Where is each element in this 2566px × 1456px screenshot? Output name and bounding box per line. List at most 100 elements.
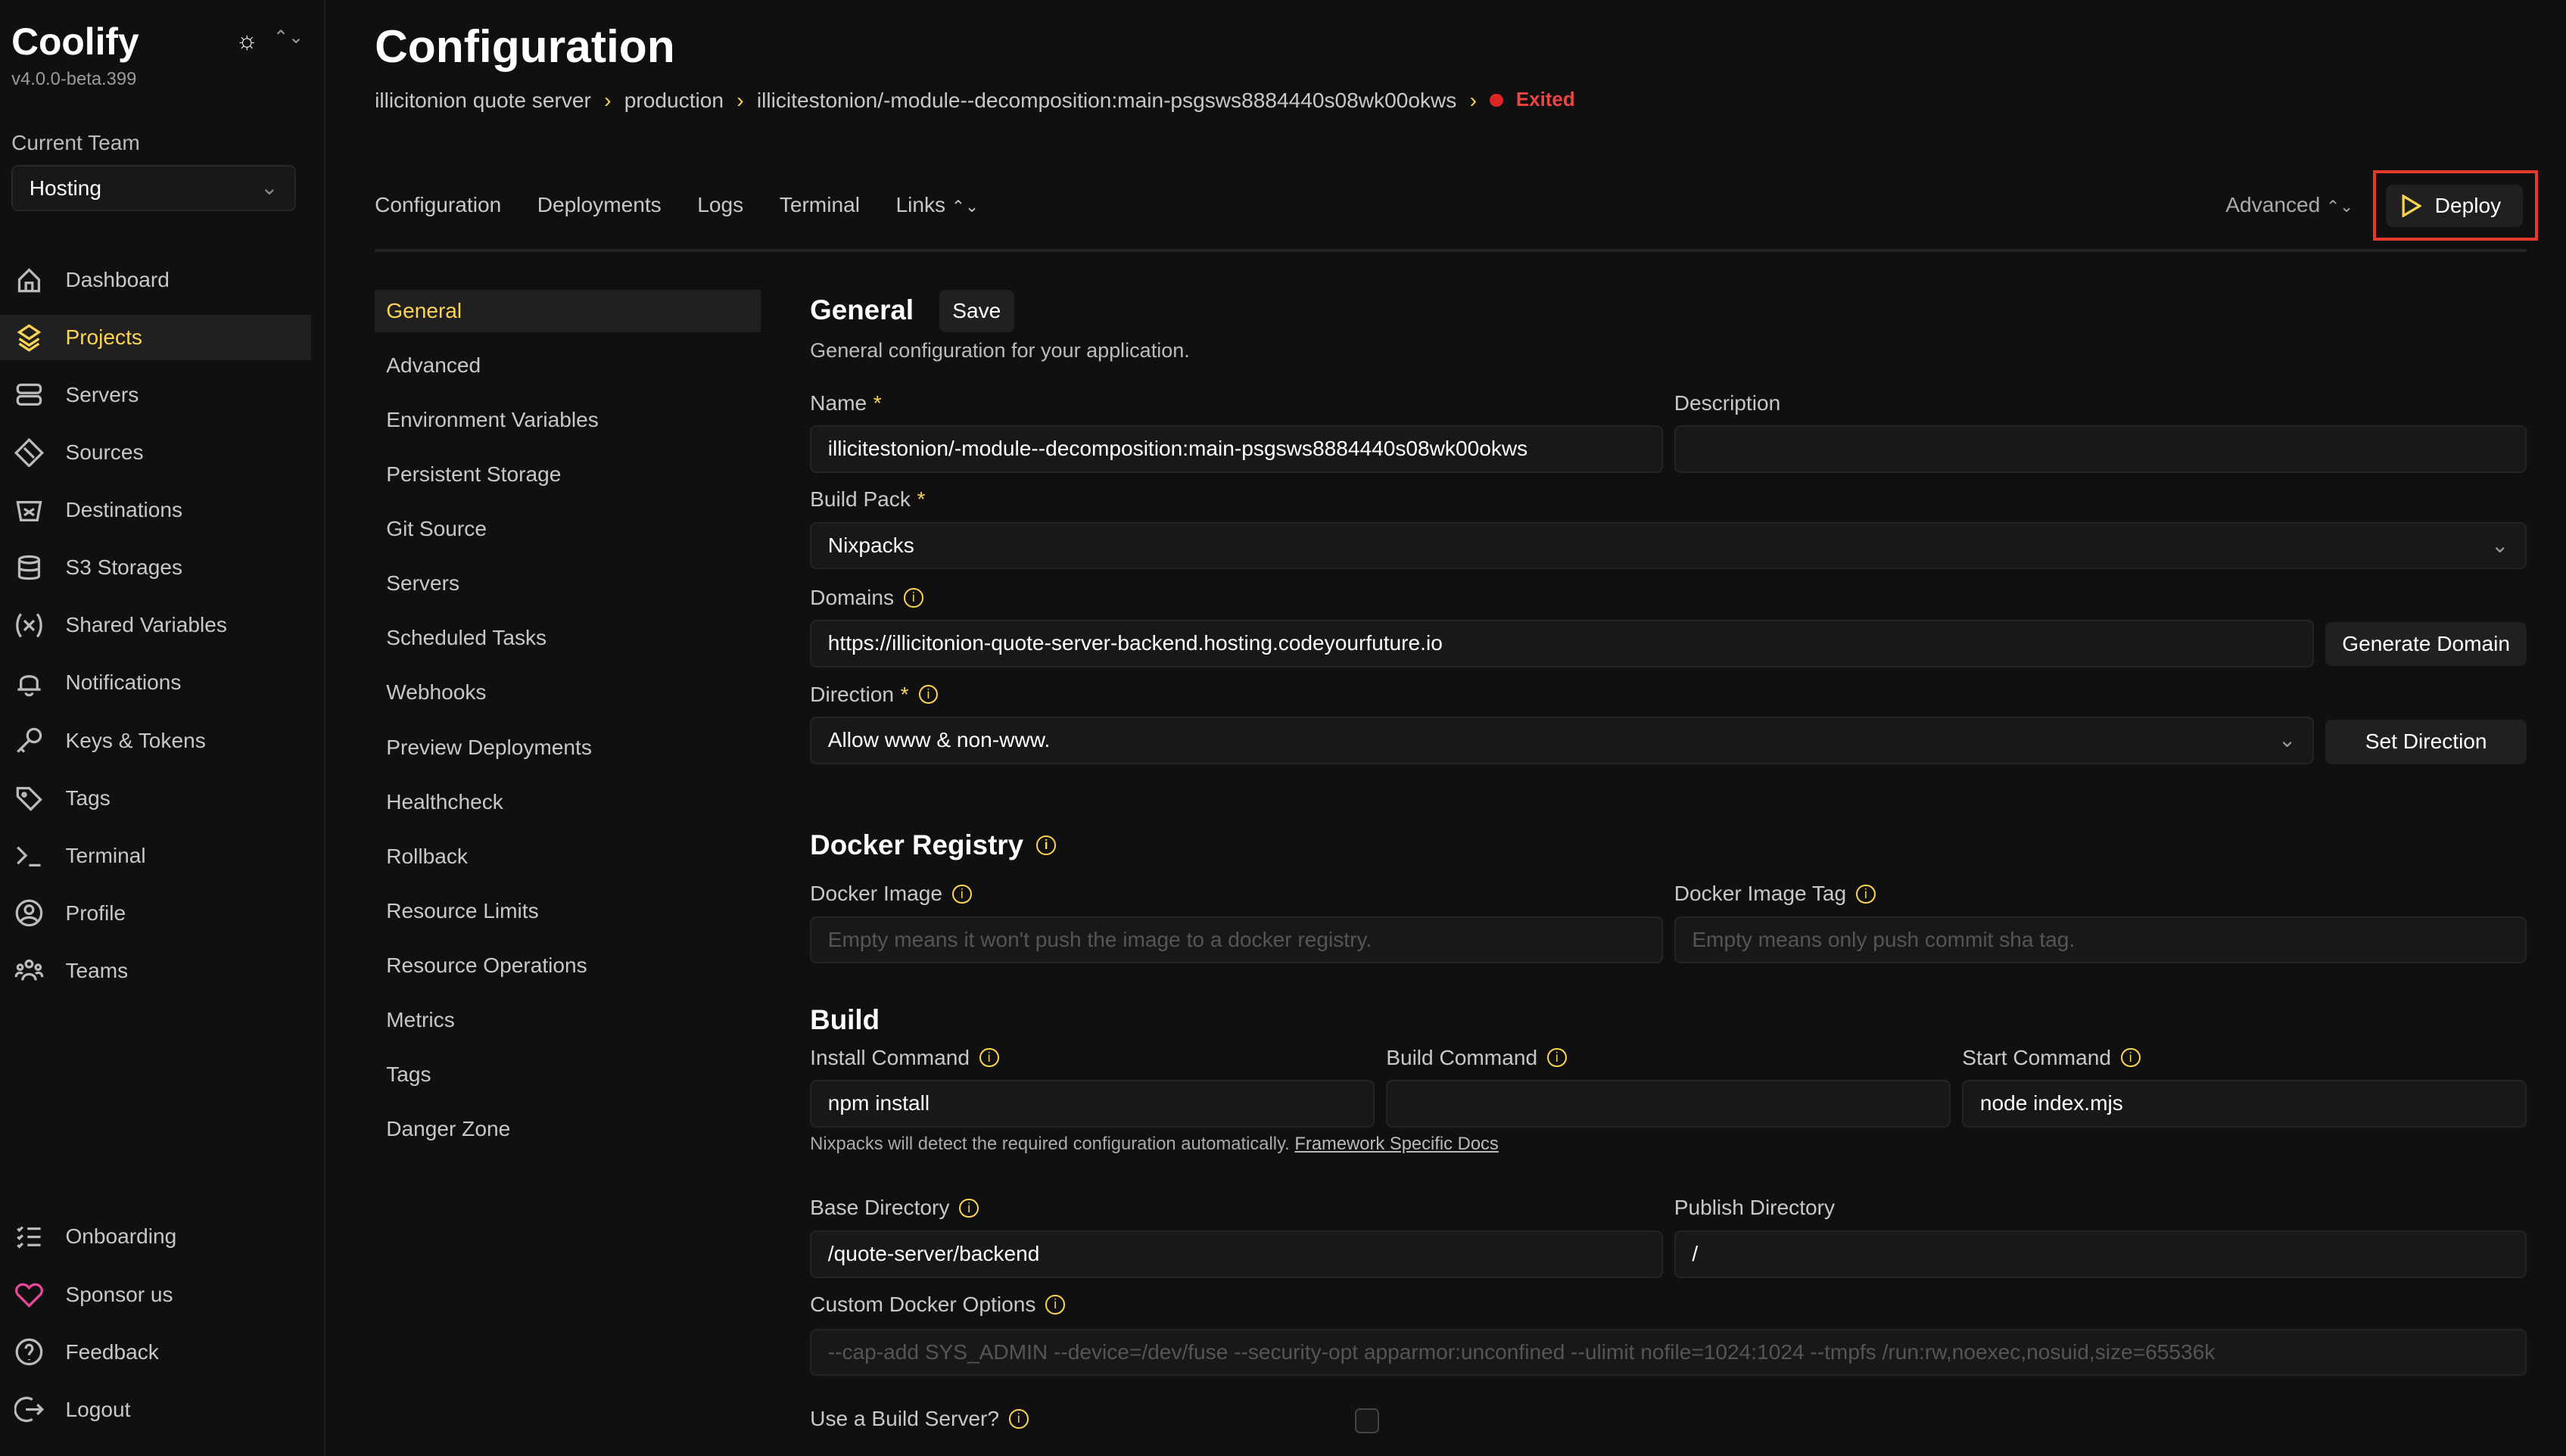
subnav-item-tags[interactable]: Tags: [386, 1062, 431, 1087]
chevron-right-icon: ›: [1469, 88, 1477, 112]
buildpack-label: Build Pack *: [810, 487, 925, 512]
base-directory-label: Base Directory i: [810, 1196, 979, 1220]
install-command-input[interactable]: npm install: [810, 1079, 1375, 1128]
sidebar-item-tags[interactable]: Tags: [0, 775, 311, 821]
sun-icon[interactable]: ☼: [235, 26, 259, 54]
sidebar-item-notifications[interactable]: Notifications: [0, 660, 311, 706]
app-logo[interactable]: Coolify: [11, 20, 139, 63]
docker-options-input[interactable]: --cap-add SYS_ADMIN --device=/dev/fuse -…: [810, 1328, 2527, 1377]
sidebar-item-projects[interactable]: Projects: [0, 314, 311, 361]
breadcrumb-application[interactable]: illicitestonion/-module--decomposition:m…: [756, 88, 1457, 112]
subnav-item-servers[interactable]: Servers: [386, 571, 460, 596]
sidebar-item-logout[interactable]: Logout: [0, 1387, 311, 1433]
section-title-general: General: [810, 294, 914, 326]
sidebar-item-s3-storages[interactable]: S3 Storages: [0, 545, 311, 591]
chevron-updown-icon[interactable]: ⌃⌄: [273, 26, 304, 48]
info-icon[interactable]: i: [903, 588, 923, 608]
sidebar-item-keys-tokens[interactable]: Keys & Tokens: [0, 717, 311, 764]
subnav-item-preview-deployments[interactable]: Preview Deployments: [386, 735, 592, 759]
subnav-item-scheduled-tasks[interactable]: Scheduled Tasks: [386, 626, 547, 650]
chevron-updown-icon: ⌃⌄: [2326, 197, 2354, 216]
set-direction-button[interactable]: Set Direction: [2325, 720, 2527, 764]
nixpacks-hint: Nixpacks will detect the required config…: [810, 1134, 1499, 1155]
subnav-item-git-source[interactable]: Git Source: [386, 517, 487, 541]
sidebar-item-onboarding[interactable]: Onboarding: [0, 1214, 311, 1260]
sidebar-item-dashboard[interactable]: Dashboard: [0, 257, 311, 303]
domains-input[interactable]: https://illicitonion-quote-server-backen…: [810, 620, 2315, 668]
info-icon[interactable]: i: [2120, 1047, 2141, 1068]
sidebar-item-label: S3 Storages: [65, 555, 183, 580]
info-icon[interactable]: i: [1856, 884, 1876, 904]
start-command-input[interactable]: node index.mjs: [1962, 1079, 2527, 1128]
buildpack-select[interactable]: Nixpacks ⌄: [810, 521, 2527, 570]
description-input[interactable]: [1674, 425, 2527, 473]
sidebar-item-label: Feedback: [65, 1339, 159, 1364]
docker-image-input[interactable]: Empty means it won't push the image to a…: [810, 916, 1663, 964]
subnav-item-advanced[interactable]: Advanced: [386, 353, 481, 377]
subnav-item-rollback[interactable]: Rollback: [386, 844, 468, 868]
tab-configuration[interactable]: Configuration: [375, 193, 502, 217]
subnav-item-environment-variables[interactable]: Environment Variables: [386, 407, 599, 431]
tab-deployments[interactable]: Deployments: [537, 193, 662, 217]
framework-docs-link[interactable]: Framework Specific Docs: [1294, 1134, 1499, 1155]
info-icon[interactable]: i: [918, 684, 939, 705]
sidebar-item-feedback[interactable]: Feedback: [0, 1329, 311, 1375]
label-text: Install Command: [810, 1045, 970, 1069]
advanced-dropdown[interactable]: Advanced ⌃⌄: [2225, 193, 2353, 217]
deploy-button[interactable]: Deploy: [2385, 184, 2524, 228]
sidebar-item-profile[interactable]: Profile: [0, 891, 311, 937]
sidebar-item-destinations[interactable]: Destinations: [0, 487, 311, 534]
subnav-item-resource-operations[interactable]: Resource Operations: [386, 953, 587, 977]
tab-terminal[interactable]: Terminal: [779, 193, 860, 217]
info-icon[interactable]: i: [1547, 1047, 1567, 1068]
sidebar-item-label: Dashboard: [65, 267, 170, 291]
divider: [375, 248, 2527, 252]
sidebar-item-sources[interactable]: Sources: [0, 430, 311, 476]
label-text: Base Directory: [810, 1196, 950, 1220]
info-icon[interactable]: i: [952, 884, 972, 904]
save-button[interactable]: Save: [939, 289, 1014, 332]
team-select[interactable]: Hosting ⌄: [11, 165, 297, 211]
chevron-right-icon: ›: [736, 88, 744, 112]
base-directory-input[interactable]: /quote-server/backend: [810, 1230, 1663, 1278]
subnav-item-danger-zone[interactable]: Danger Zone: [386, 1117, 511, 1141]
subnav-item-webhooks[interactable]: Webhooks: [386, 680, 487, 705]
label-text: Use a Build Server?: [810, 1407, 1000, 1431]
subnav-item-persistent-storage[interactable]: Persistent Storage: [386, 462, 562, 487]
subnav-item-metrics[interactable]: Metrics: [386, 1008, 455, 1032]
publish-directory-input[interactable]: /: [1674, 1230, 2527, 1278]
build-server-checkbox[interactable]: [1355, 1408, 1380, 1433]
subnav-item-general[interactable]: General: [375, 289, 761, 332]
subnav-item-resource-limits[interactable]: Resource Limits: [386, 898, 539, 922]
info-icon[interactable]: i: [1036, 835, 1056, 855]
tab-logs[interactable]: Logs: [697, 193, 744, 217]
sidebar-item-label: Terminal: [65, 843, 146, 867]
breadcrumb: illicitonion quote server › production › i…: [375, 89, 1575, 113]
play-icon: [2402, 194, 2422, 218]
info-icon[interactable]: i: [959, 1198, 979, 1218]
info-icon[interactable]: i: [1008, 1409, 1029, 1430]
breadcrumb-project[interactable]: illicitonion quote server: [375, 88, 591, 112]
sidebar-item-terminal[interactable]: Terminal: [0, 832, 311, 879]
direction-select[interactable]: Allow www & non-www. ⌄: [810, 716, 2315, 764]
section-title-docker: Docker Registry i: [810, 829, 1056, 861]
subnav-item-healthcheck[interactable]: Healthcheck: [386, 789, 503, 814]
user-icon: [13, 898, 45, 928]
chevron-down-icon: ⌄: [260, 176, 279, 200]
terminal-icon: [13, 841, 45, 870]
docker-tag-input[interactable]: Empty means only push commit sha tag.: [1674, 916, 2527, 964]
generate-domain-button[interactable]: Generate Domain: [2325, 621, 2527, 666]
breadcrumb-environment[interactable]: production: [624, 88, 724, 112]
status-badge: Exited: [1515, 89, 1575, 111]
sidebar-item-teams[interactable]: Teams: [0, 948, 311, 994]
required-marker: *: [873, 390, 882, 415]
info-icon[interactable]: i: [979, 1047, 999, 1068]
sidebar-item-servers[interactable]: Servers: [0, 372, 311, 418]
sidebar-item-sponsor-us[interactable]: Sponsor us: [0, 1271, 311, 1318]
destination-icon: [13, 496, 45, 525]
sidebar-item-shared-variables[interactable]: Shared Variables: [0, 602, 311, 649]
name-input[interactable]: illicitestonion/-module--decomposition:m…: [810, 425, 1663, 473]
build-command-input[interactable]: [1386, 1079, 1951, 1128]
tab-links[interactable]: Links ⌃⌄: [896, 193, 979, 217]
info-icon[interactable]: i: [1045, 1295, 1065, 1314]
